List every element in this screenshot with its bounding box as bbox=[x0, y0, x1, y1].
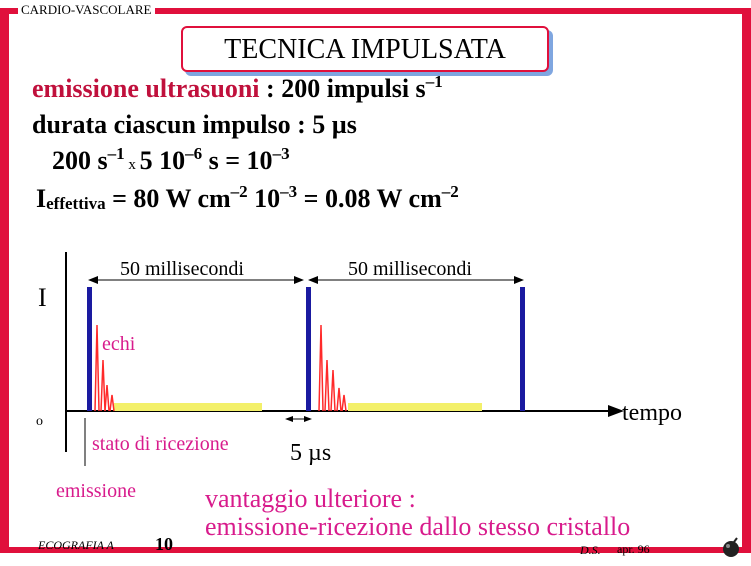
receive-band-1 bbox=[114, 403, 262, 411]
intensity-exp-3: –2 bbox=[441, 182, 459, 201]
interval-label-1: 50 millisecondi bbox=[120, 258, 244, 280]
duration-line: durata ciascun impulso : 5 µs bbox=[32, 110, 357, 140]
duration-unit: µs bbox=[331, 110, 357, 139]
product-text-c: s = 10 bbox=[202, 146, 273, 175]
y-axis-label: I bbox=[38, 283, 47, 312]
product-text-b: 5 10 bbox=[139, 146, 186, 175]
pulse-rate-text: : 200 impulsi s bbox=[259, 74, 426, 103]
page-number: 10 bbox=[155, 534, 173, 554]
time-axis-arrow bbox=[608, 405, 624, 417]
emission-pulse-1 bbox=[87, 287, 92, 411]
intensity-subscript: effettiva bbox=[46, 194, 106, 213]
interval-arrow-1-right bbox=[294, 276, 304, 284]
intensity-symbol: I bbox=[36, 184, 47, 213]
intensity-text-b: = 80 W cm bbox=[105, 184, 231, 213]
footer-author: D.S. bbox=[580, 543, 601, 557]
pulse-width-label: 5 µs bbox=[290, 440, 332, 466]
receive-label: stato di ricezione bbox=[92, 433, 229, 455]
interval-arrow-2-left bbox=[308, 276, 318, 284]
slide-title: TECNICA IMPULSATA bbox=[181, 26, 549, 72]
intensity-line: Ieffettiva = 80 W cm–2 10–3 = 0.08 W cm–… bbox=[36, 182, 459, 214]
emission-line: emissione ultrasuoni : 200 impulsi s–1 bbox=[32, 72, 443, 104]
emission-label: emissione bbox=[56, 480, 136, 502]
intensity-exp-2: –3 bbox=[280, 182, 298, 201]
product-exp-1: –1 bbox=[107, 144, 125, 163]
frame-right bbox=[742, 8, 751, 553]
interval-label-2: 50 millisecondi bbox=[348, 258, 472, 280]
echo-group-2 bbox=[318, 324, 347, 412]
footer-date: apr. 96 bbox=[617, 542, 650, 556]
section-tag: CARDIO-VASCOLARE bbox=[18, 2, 155, 18]
product-line: 200 s–1 x 5 10–6 s = 10–3 bbox=[52, 144, 290, 176]
intensity-text-c: 10 bbox=[247, 184, 281, 213]
advantage-line-1: vantaggio ulteriore : bbox=[205, 484, 416, 513]
product-exp-3: –3 bbox=[272, 144, 290, 163]
emission-pulse-3 bbox=[520, 287, 525, 411]
advantage-line-2: emissione-ricezione dallo stesso cristal… bbox=[205, 512, 631, 541]
emission-text: emissione ultrasuoni bbox=[32, 74, 260, 103]
echo-group-1 bbox=[94, 324, 115, 412]
time-label: tempo bbox=[622, 400, 682, 426]
intensity-exp-1: –2 bbox=[230, 182, 248, 201]
intensity-text-d: = 0.08 W cm bbox=[297, 184, 442, 213]
pulse-width-arrow-right bbox=[304, 416, 312, 422]
pulse-rate-exp: –1 bbox=[425, 72, 443, 91]
product-text-a: 200 s bbox=[52, 146, 108, 175]
corner-bomb-icon bbox=[723, 537, 739, 557]
frame-left bbox=[0, 8, 9, 553]
product-exp-2: –6 bbox=[185, 144, 203, 163]
receive-band-2 bbox=[348, 403, 482, 411]
emission-pulse-2 bbox=[306, 287, 311, 411]
footer-section: ECOGRAFIA A bbox=[38, 538, 114, 552]
interval-arrow-1-left bbox=[88, 276, 98, 284]
echo-label: echi bbox=[102, 333, 136, 355]
pulse-width-arrow-left bbox=[285, 416, 293, 422]
duration-text: durata ciascun impulso : 5 bbox=[32, 110, 332, 139]
product-times: x bbox=[124, 157, 140, 173]
frame-bottom bbox=[0, 547, 751, 553]
frame-top bbox=[0, 8, 751, 14]
origin-label: o bbox=[36, 414, 43, 429]
interval-arrow-2-right bbox=[514, 276, 524, 284]
